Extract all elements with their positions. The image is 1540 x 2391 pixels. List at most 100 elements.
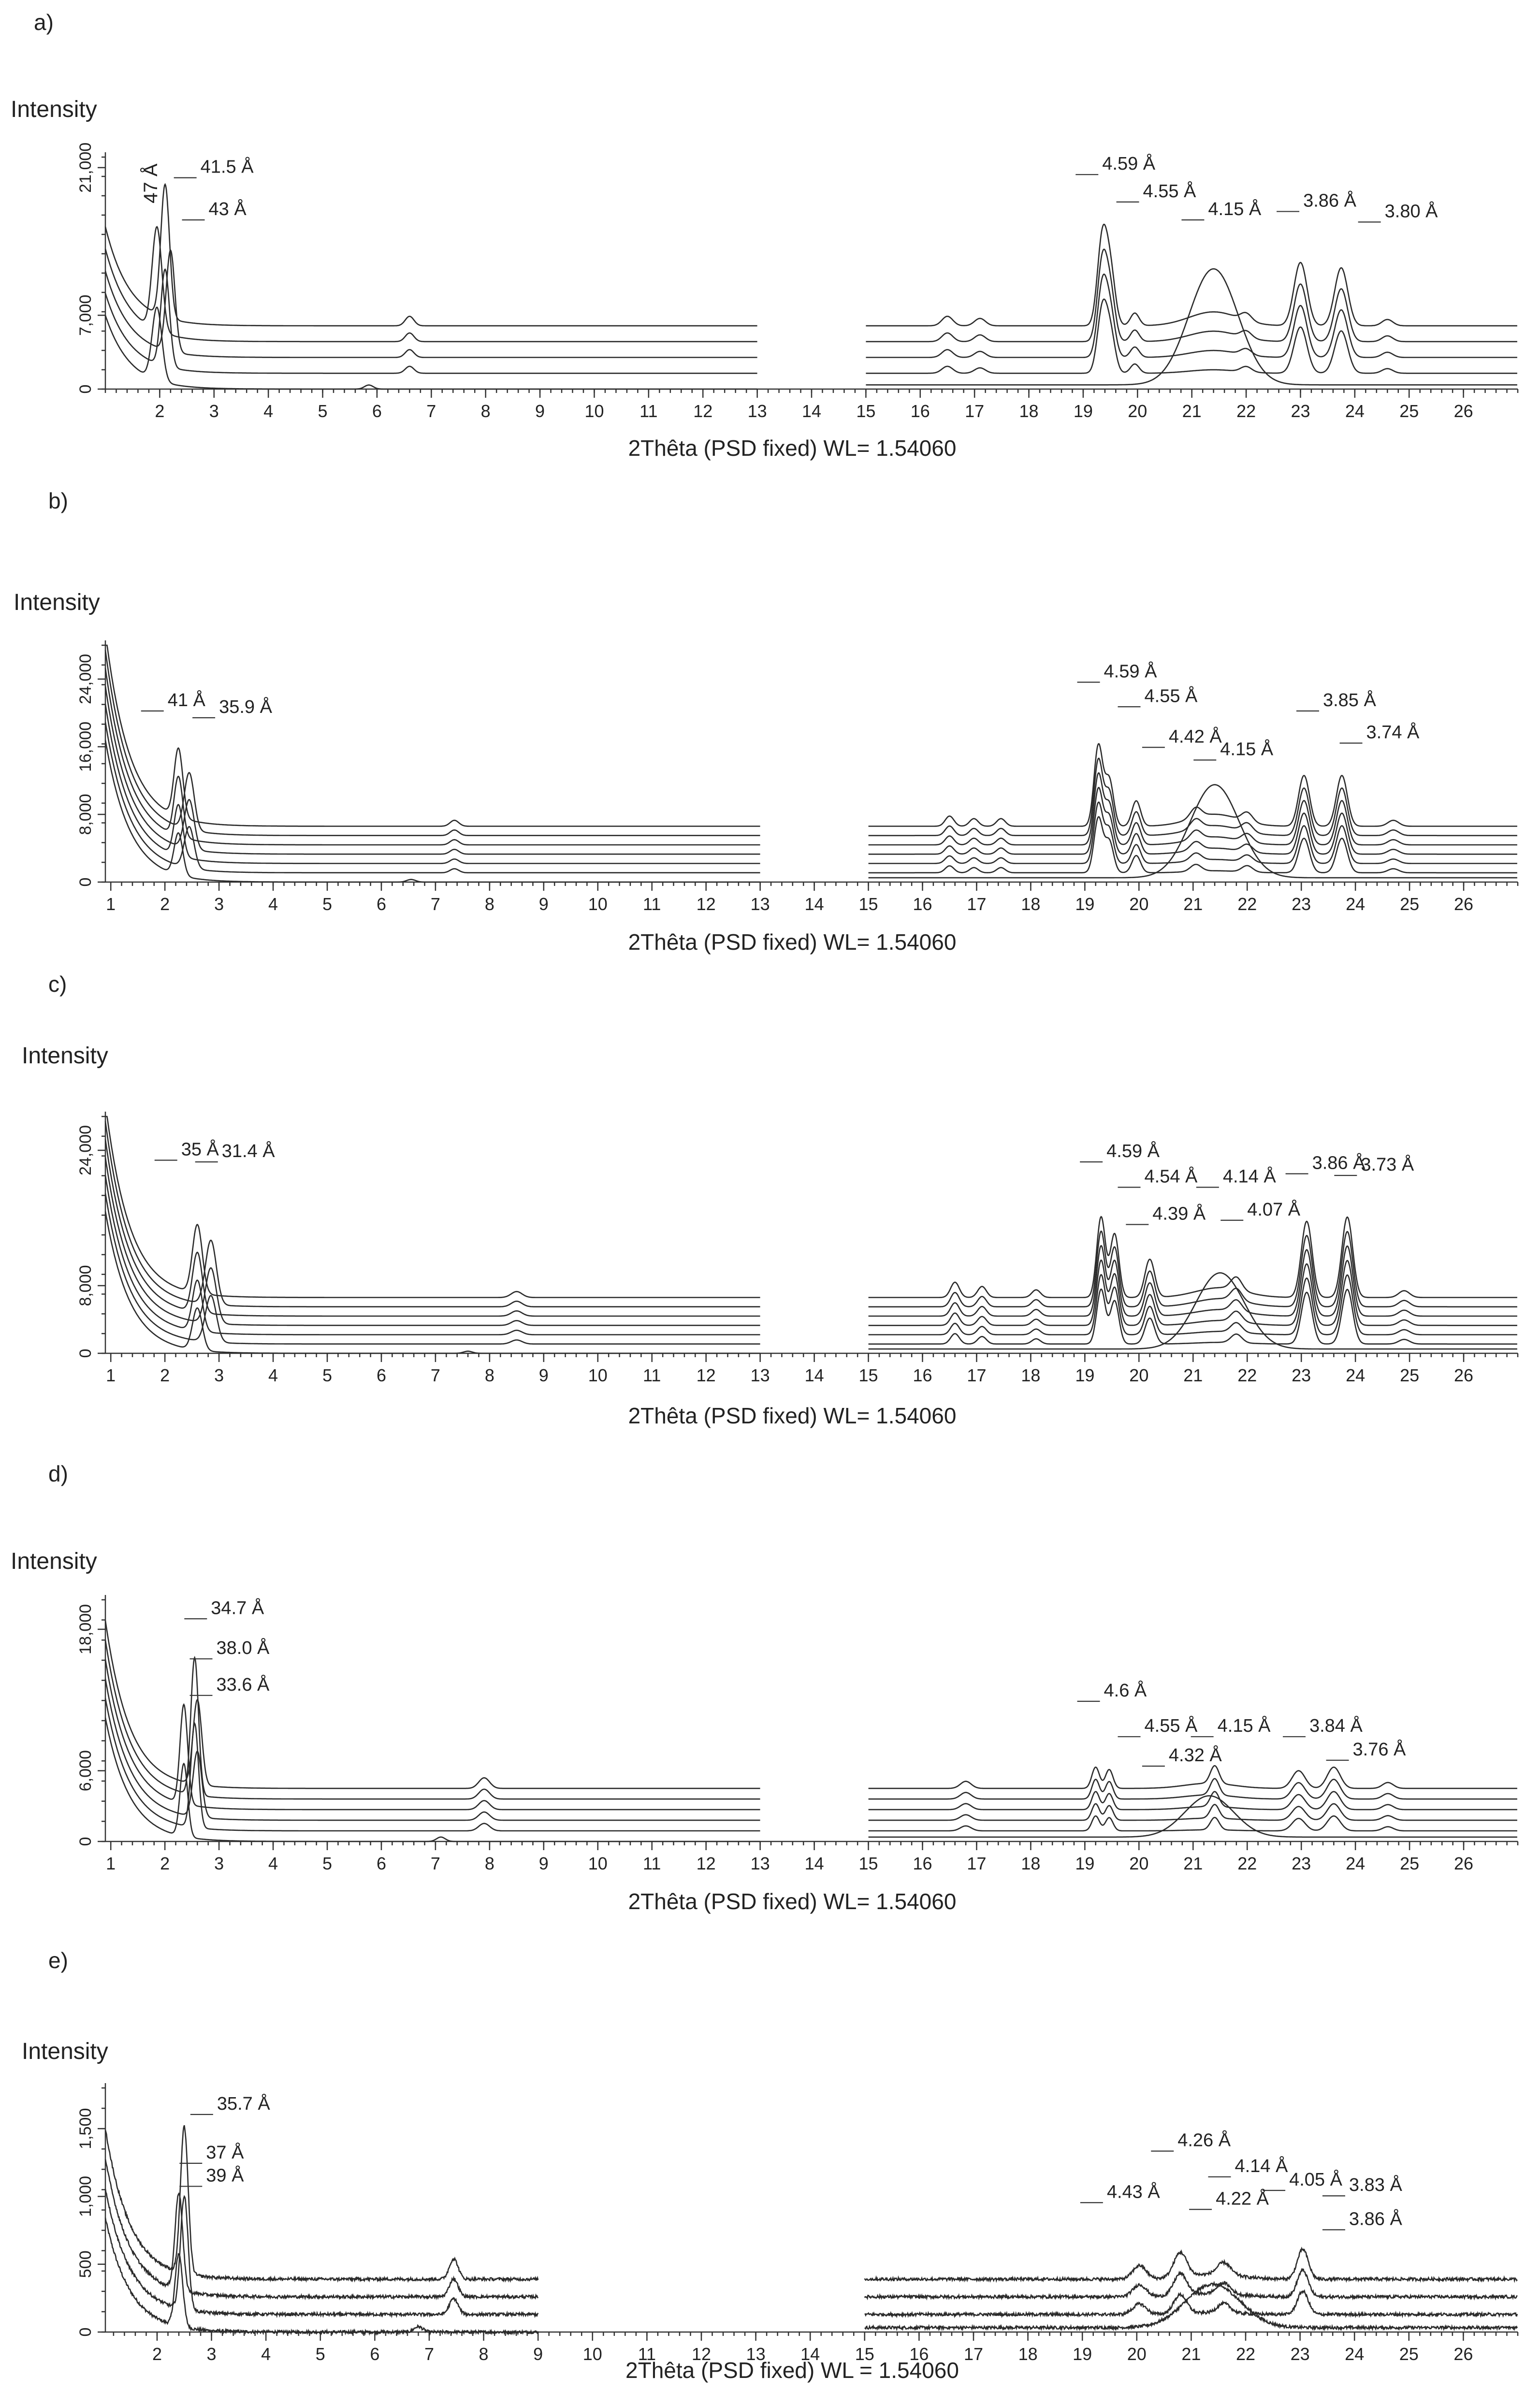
peak-annotation: 3.86 Å [1349, 2208, 1403, 2229]
x-tick-label: 9 [539, 1365, 549, 1385]
high-angle-trace [866, 268, 1517, 386]
panel-label: e) [48, 1948, 68, 1973]
low-angle-trace [104, 650, 760, 836]
peak-annotation: 4.55 Å [1145, 685, 1198, 706]
peak-annotation: 34.7 Å [211, 1597, 264, 1618]
y-tick-label: 0 [76, 1837, 95, 1846]
x-tick-label: 10 [583, 2344, 602, 2364]
y-tick-label: 0 [76, 1349, 95, 1358]
peak-annotation: 43 Å [209, 198, 247, 219]
x-tick-label: 20 [1127, 2344, 1147, 2364]
x-tick-label: 26 [1454, 894, 1473, 914]
peak-annotation: 4.43 Å [1107, 2181, 1161, 2202]
high-angle-trace [868, 1216, 1517, 1298]
low-angle-trace [105, 644, 760, 827]
x-tick-label: 24 [1345, 401, 1365, 421]
peak-annotation: 41.5 Å [201, 156, 254, 177]
x-tick-label: 26 [1454, 401, 1473, 421]
x-tick-label: 21 [1182, 401, 1202, 421]
x-tick-label: 7 [431, 1854, 440, 1873]
y-tick-label: 1,500 [76, 2108, 95, 2149]
x-tick-label: 8 [479, 2344, 489, 2364]
low-angle-trace [104, 2188, 539, 2319]
x-tick-label: 4 [263, 401, 273, 421]
peak-annotation: 4.39 Å [1152, 1203, 1206, 1224]
high-angle-trace [864, 2268, 1518, 2301]
x-tick-label: 1 [106, 1365, 116, 1385]
x-axis-label: 2Thêta (PSD fixed) WL= 1.54060 [628, 929, 957, 955]
x-tick-label: 14 [802, 401, 821, 421]
x-tick-label: 8 [481, 401, 491, 421]
x-tick-label: 22 [1236, 2344, 1255, 2364]
x-tick-label: 18 [1018, 2344, 1038, 2364]
x-axis-label: 2Thêta (PSD fixed) WL= 1.54060 [628, 435, 957, 461]
x-tick-label: 18 [1021, 894, 1040, 914]
low-angle-trace [104, 2125, 539, 2283]
x-tick-label: 23 [1291, 2344, 1310, 2364]
x-tick-label: 9 [533, 2344, 543, 2364]
x-tick-label: 16 [909, 2344, 929, 2364]
x-tick-label: 6 [377, 1365, 386, 1385]
x-tick-label: 21 [1181, 2344, 1201, 2364]
x-tick-label: 1 [106, 894, 116, 914]
peak-annotation: 4.14 Å [1235, 2155, 1288, 2176]
peak-annotation: 4.15 Å [1220, 739, 1274, 760]
peak-annotation: 4.22 Å [1216, 2188, 1269, 2209]
peak-annotation: 4.26 Å [1177, 2130, 1231, 2151]
x-tick-label: 11 [639, 401, 657, 421]
x-tick-label: 25 [1399, 401, 1419, 421]
low-angle-trace [104, 704, 760, 864]
x-tick-label: 19 [1074, 401, 1093, 421]
x-tick-label: 15 [859, 1854, 878, 1873]
y-tick-label: 16,000 [76, 722, 95, 772]
panel-label: c) [48, 971, 67, 997]
y-tick-label: 7,000 [76, 295, 95, 336]
x-tick-label: 22 [1237, 1365, 1257, 1385]
y-tick-label: 6,000 [76, 1750, 95, 1791]
x-tick-label: 15 [855, 2344, 874, 2364]
x-tick-label: 11 [638, 2344, 656, 2364]
x-tick-label: 25 [1400, 894, 1419, 914]
x-tick-label: 21 [1183, 894, 1203, 914]
peak-annotation: 39 Å [206, 2165, 244, 2186]
x-tick-label: 14 [805, 1365, 824, 1385]
low-angle-trace [104, 226, 757, 343]
peak-annotation: 38.0 Å [217, 1637, 270, 1658]
peak-annotation: 35.7 Å [217, 2093, 271, 2114]
x-tick-label: 12 [697, 894, 716, 914]
x-tick-label: 14 [800, 2344, 820, 2364]
peak-annotation: 3.76 Å [1353, 1739, 1407, 1760]
x-tick-label: 15 [856, 401, 875, 421]
low-angle-trace [104, 722, 760, 873]
x-tick-label: 25 [1400, 1365, 1419, 1385]
x-tick-label: 18 [1021, 1854, 1040, 1873]
high-angle-trace [868, 1791, 1517, 1811]
high-angle-trace [868, 772, 1517, 846]
low-angle-trace [104, 739, 760, 883]
high-angle-trace [868, 1245, 1517, 1317]
y-tick-label: 24,000 [76, 654, 95, 704]
high-angle-trace [868, 1259, 1517, 1326]
x-tick-label: 16 [911, 401, 930, 421]
peak-annotation: 4.32 Å [1169, 1744, 1222, 1766]
x-tick-label: 24 [1346, 894, 1365, 914]
low-angle-trace [104, 1698, 760, 1832]
x-tick-label: 11 [643, 1854, 661, 1873]
x-tick-label: 17 [967, 894, 986, 914]
x-tick-label: 5 [316, 2344, 325, 2364]
low-angle-trace [105, 1116, 760, 1298]
x-tick-label: 23 [1292, 1365, 1311, 1385]
high-angle-trace [866, 274, 1517, 358]
x-tick-label: 17 [967, 1365, 986, 1385]
y-axis-label: Intensity [11, 97, 97, 122]
low-angle-trace [104, 667, 760, 846]
x-tick-label: 8 [485, 1854, 494, 1873]
peak-annotation: 4.54 Å [1145, 1166, 1198, 1187]
x-tick-label: 11 [643, 894, 661, 914]
x-tick-label: 9 [535, 401, 545, 421]
x-tick-label: 4 [261, 2344, 271, 2364]
x-tick-label: 26 [1453, 2344, 1473, 2364]
y-tick-label: 0 [76, 878, 95, 887]
